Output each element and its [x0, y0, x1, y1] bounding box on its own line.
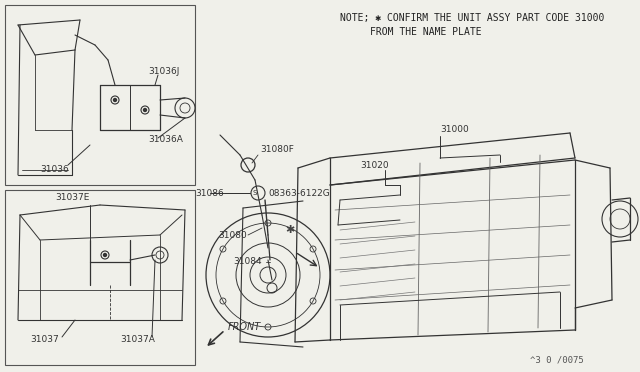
Text: 31036A: 31036A: [148, 135, 183, 144]
Text: 31080F: 31080F: [260, 145, 294, 154]
Text: 31036: 31036: [40, 166, 68, 174]
Text: 31084: 31084: [233, 257, 262, 266]
Circle shape: [104, 253, 106, 257]
Text: 31036J: 31036J: [148, 67, 179, 77]
Text: 31037A: 31037A: [120, 336, 155, 344]
Bar: [5, 5, 195, 185]
Text: 31086: 31086: [195, 189, 224, 198]
Text: 31037: 31037: [30, 336, 59, 344]
Text: FROM THE NAME PLATE: FROM THE NAME PLATE: [370, 27, 482, 37]
Circle shape: [113, 99, 116, 102]
Text: ^3 0 /0075: ^3 0 /0075: [530, 356, 584, 365]
Text: ✱: ✱: [285, 225, 294, 235]
Text: FRONT: FRONT: [228, 322, 261, 332]
Text: 31037E: 31037E: [55, 193, 90, 202]
Text: 08363-6122G: 08363-6122G: [268, 189, 330, 198]
Text: 31020: 31020: [360, 160, 388, 170]
Text: 31000: 31000: [440, 125, 468, 135]
Bar: [5, 190, 195, 365]
Text: NOTE; ✱ CONFIRM THE UNIT ASSY PART CODE 31000: NOTE; ✱ CONFIRM THE UNIT ASSY PART CODE …: [340, 13, 604, 23]
Text: S: S: [253, 190, 257, 196]
Circle shape: [143, 109, 147, 112]
Text: 31080: 31080: [218, 231, 247, 240]
